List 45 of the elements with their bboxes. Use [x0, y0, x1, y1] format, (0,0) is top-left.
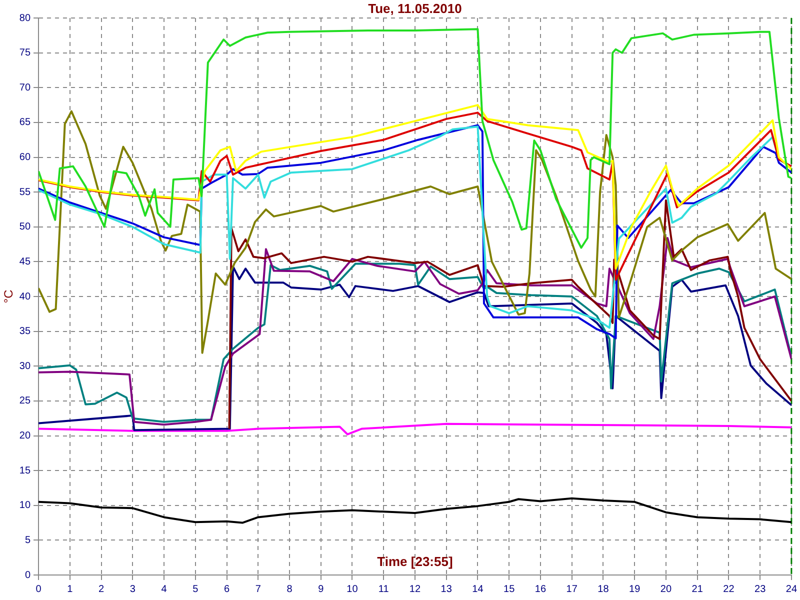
x-tick-label: 21	[692, 584, 704, 595]
y-tick-label: 80	[19, 12, 31, 24]
x-tick-label: 20	[660, 584, 672, 595]
x-tick-label: 11	[378, 584, 390, 595]
y-tick-label: 20	[19, 430, 31, 442]
x-tick-label: 10	[346, 584, 358, 595]
x-tick-label: 16	[534, 584, 546, 595]
y-tick-label: 25	[19, 396, 31, 407]
y-tick-label: 35	[19, 326, 31, 338]
x-tick-label: 22	[723, 584, 735, 595]
chart-title: Tue, 11.05.2010	[368, 1, 462, 16]
x-tick-label: 8	[286, 584, 293, 595]
y-tick-label: 50	[19, 222, 31, 233]
y-tick-label: 75	[19, 48, 31, 59]
y-tick-label: 15	[19, 465, 31, 476]
y-tick-label: 55	[19, 186, 31, 198]
x-tick-label: 17	[566, 584, 578, 595]
y-tick-label: 40	[19, 291, 31, 302]
x-tick-label: 15	[504, 584, 516, 595]
x-tick-label: 1	[67, 584, 74, 595]
x-tick-label: 9	[318, 584, 324, 595]
x-tick-label: 6	[224, 584, 230, 595]
y-tick-label: 10	[19, 500, 31, 512]
x-axis-title: Time [23:55]	[377, 554, 453, 570]
y-tick-label: 60	[19, 152, 31, 163]
y-tick-label: 30	[19, 360, 31, 372]
y-tick-label: 70	[19, 82, 31, 94]
y-tick-label: 0	[24, 570, 31, 581]
y-tick-label: 5	[24, 534, 31, 546]
x-tick-label: 24	[786, 584, 798, 595]
y-tick-label: 45	[19, 256, 31, 268]
y-tick-label: 65	[19, 117, 31, 128]
x-tick-label: 18	[598, 584, 610, 595]
x-tick-label: 3	[130, 584, 136, 595]
x-tick-label: 13	[440, 584, 452, 595]
x-tick-label: 2	[98, 584, 104, 595]
x-tick-label: 7	[255, 584, 262, 595]
x-tick-label: 4	[161, 584, 168, 595]
x-tick-label: 19	[629, 584, 641, 595]
x-tick-label: 12	[409, 584, 421, 595]
x-tick-label: 23	[754, 584, 766, 595]
x-tick-label: 0	[36, 584, 42, 595]
y-axis-title: °C	[2, 289, 16, 304]
x-tick-label: 14	[472, 584, 484, 595]
x-tick-label: 5	[192, 584, 199, 595]
